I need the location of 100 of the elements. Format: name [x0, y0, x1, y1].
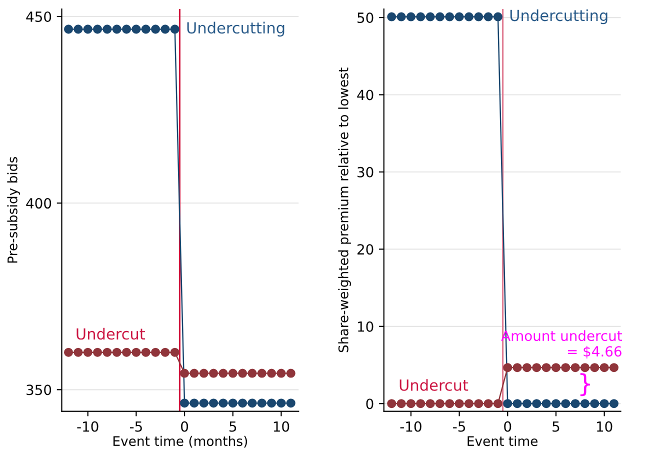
point — [512, 399, 522, 408]
point — [209, 398, 218, 408]
point — [387, 12, 396, 22]
point — [74, 348, 83, 357]
point — [160, 348, 170, 357]
point — [228, 368, 238, 378]
series-label: Undercutting — [187, 22, 284, 37]
point — [248, 398, 257, 408]
point — [561, 399, 570, 408]
point — [474, 399, 484, 408]
point — [609, 399, 618, 408]
y-tick-label: 20 — [358, 244, 374, 255]
point — [426, 12, 435, 22]
point — [102, 24, 112, 34]
point — [151, 348, 160, 357]
x-axis-title: Event time — [468, 436, 538, 446]
y-axis-title: Share-weighted premium relative to lowest — [338, 68, 351, 352]
point — [426, 399, 435, 408]
point — [445, 12, 454, 22]
point — [93, 348, 102, 357]
point — [542, 399, 551, 408]
point — [493, 12, 502, 22]
y-tick-label: 0 — [366, 398, 374, 410]
point — [267, 368, 276, 378]
point — [512, 363, 522, 372]
point — [257, 398, 266, 408]
point — [551, 363, 560, 372]
point — [151, 24, 160, 34]
point — [141, 24, 150, 34]
point — [74, 24, 83, 34]
point — [542, 363, 551, 372]
point — [132, 24, 141, 34]
point — [276, 398, 286, 408]
point — [484, 12, 493, 22]
point — [199, 368, 208, 378]
y-axis-title: Pre-subsidy bids — [7, 157, 20, 263]
point — [112, 348, 122, 357]
point — [609, 363, 618, 372]
point — [257, 368, 266, 378]
x-tick-label: 10 — [274, 421, 290, 432]
point — [532, 399, 542, 408]
series-label: Undercut — [400, 379, 468, 391]
point — [580, 399, 590, 408]
point — [286, 368, 296, 378]
point — [228, 398, 238, 408]
x-tick-label: -5 — [130, 421, 142, 432]
point — [112, 24, 122, 34]
point — [218, 368, 228, 378]
point — [454, 399, 464, 408]
point — [503, 399, 512, 408]
point — [180, 368, 190, 378]
y-tick-label: 50 — [358, 12, 374, 24]
point — [122, 24, 132, 34]
point — [396, 12, 406, 22]
point — [190, 398, 199, 408]
y-tick-label: 450 — [26, 11, 52, 22]
point — [170, 348, 180, 357]
point — [445, 399, 454, 408]
point — [122, 348, 132, 357]
point — [561, 363, 570, 372]
point — [64, 348, 74, 357]
point — [180, 398, 190, 408]
x-axis-title: Event time (months) — [113, 436, 248, 448]
point — [160, 24, 170, 34]
point — [64, 24, 74, 34]
point — [435, 12, 444, 22]
point — [286, 398, 296, 408]
point — [102, 348, 112, 357]
point — [218, 398, 228, 408]
point — [580, 363, 590, 372]
point — [416, 12, 426, 22]
point — [387, 399, 396, 408]
point — [493, 399, 502, 408]
y-tick-label: 400 — [26, 198, 52, 209]
point — [83, 348, 92, 357]
point — [248, 368, 257, 378]
point — [600, 399, 609, 408]
point — [238, 398, 248, 408]
x-tick-label: 10 — [597, 421, 612, 432]
point — [570, 399, 580, 408]
y-tick-label: 10 — [358, 321, 374, 332]
point — [396, 399, 406, 408]
point — [83, 24, 92, 34]
point — [570, 363, 580, 372]
point — [406, 12, 416, 22]
point — [132, 348, 141, 357]
point — [267, 398, 276, 408]
series-label: Undercut — [76, 328, 146, 340]
point — [141, 348, 150, 357]
point — [416, 399, 426, 408]
x-tick-label: -5 — [453, 421, 466, 432]
point — [454, 12, 464, 22]
point — [238, 368, 248, 378]
point — [484, 399, 493, 408]
point — [464, 399, 474, 408]
y-tick-label: 350 — [26, 384, 52, 396]
point — [93, 24, 102, 34]
point — [435, 399, 444, 408]
point — [590, 363, 600, 372]
point — [199, 398, 208, 408]
